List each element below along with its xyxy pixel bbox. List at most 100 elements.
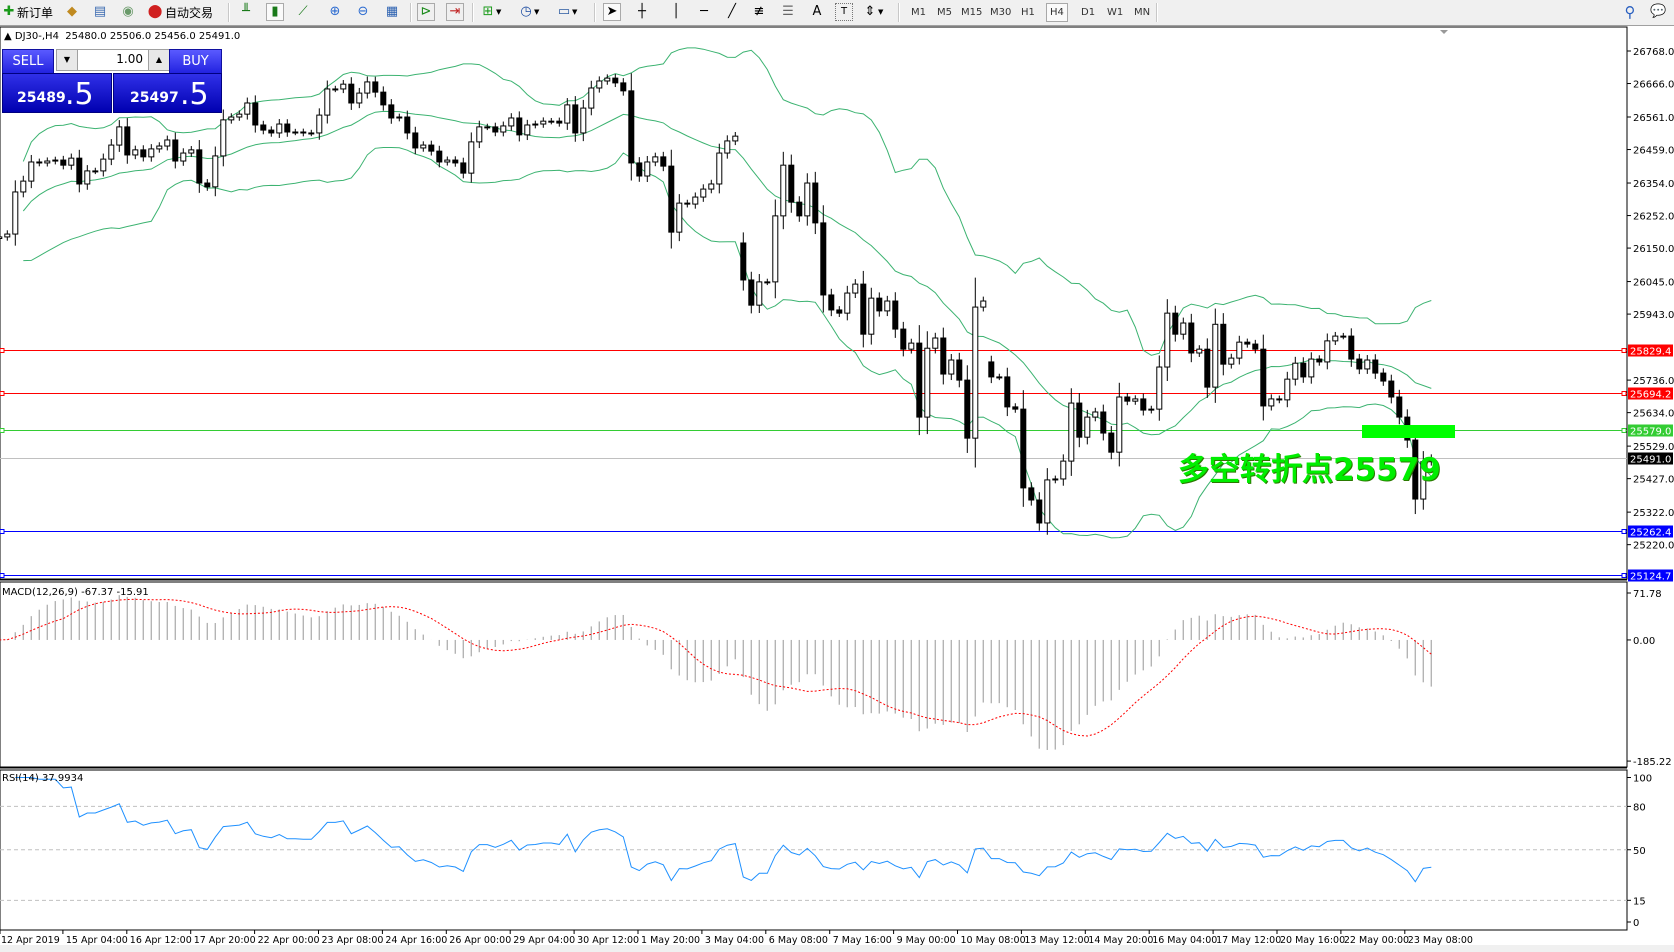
candle[interactable] xyxy=(1244,338,1251,348)
candle[interactable] xyxy=(1092,407,1099,422)
candle[interactable] xyxy=(388,99,395,124)
level-handle[interactable] xyxy=(1621,348,1627,353)
candle[interactable] xyxy=(1268,394,1275,411)
candle[interactable] xyxy=(1036,492,1043,531)
candle[interactable] xyxy=(68,153,75,170)
horizontal-line-button[interactable]: ─ xyxy=(696,2,712,22)
candle[interactable] xyxy=(812,171,819,235)
candle[interactable] xyxy=(1132,395,1139,405)
candle[interactable] xyxy=(516,111,523,142)
candle[interactable] xyxy=(484,123,491,131)
candle[interactable] xyxy=(1108,426,1115,460)
level-handle[interactable] xyxy=(0,573,5,578)
level-handle[interactable] xyxy=(1621,529,1627,534)
candle[interactable] xyxy=(212,146,219,197)
candle[interactable] xyxy=(1316,355,1323,366)
candle[interactable] xyxy=(156,142,163,153)
candle[interactable] xyxy=(28,154,35,189)
candle[interactable] xyxy=(268,126,275,137)
candle[interactable] xyxy=(1076,393,1083,448)
candle[interactable] xyxy=(804,173,811,226)
candle[interactable] xyxy=(1164,299,1171,381)
candle[interactable] xyxy=(1356,353,1363,375)
fibonacci-button[interactable]: ☰ xyxy=(780,2,796,22)
candle[interactable] xyxy=(732,132,739,146)
level-handle[interactable] xyxy=(0,348,5,353)
candle[interactable] xyxy=(1196,345,1203,357)
candle[interactable] xyxy=(52,156,59,165)
indicators-dropdown[interactable]: ⊞ ▼ xyxy=(480,2,502,22)
navigator-button[interactable]: ◉ xyxy=(120,2,136,22)
timeframe-d1[interactable]: D1 xyxy=(1081,7,1096,18)
candle[interactable] xyxy=(1212,308,1219,403)
candle[interactable] xyxy=(924,331,931,435)
candle[interactable] xyxy=(1284,371,1291,408)
equidistant-channel-button[interactable]: ≢ xyxy=(751,2,767,22)
candle[interactable] xyxy=(140,145,147,162)
bar-chart-button[interactable]: ╨ xyxy=(238,2,254,22)
candle[interactable] xyxy=(796,196,803,222)
candle[interactable] xyxy=(396,113,403,122)
candle[interactable] xyxy=(860,270,867,348)
candle[interactable] xyxy=(1396,389,1403,425)
candle[interactable] xyxy=(1204,338,1211,398)
candle[interactable] xyxy=(892,292,899,338)
candle[interactable] xyxy=(756,274,763,314)
chat-button[interactable]: 💬 xyxy=(1650,2,1666,22)
level-handle[interactable] xyxy=(1621,573,1627,578)
candle[interactable] xyxy=(12,180,19,246)
auto-trading-button[interactable]: ⬤ 自动交易 xyxy=(147,2,213,22)
candle[interactable] xyxy=(996,373,1003,381)
candle[interactable] xyxy=(404,110,411,140)
candle[interactable] xyxy=(1300,357,1307,383)
candle[interactable] xyxy=(868,287,875,345)
timeframe-w1[interactable]: W1 xyxy=(1107,7,1124,18)
zoom-in-button[interactable]: ⊕ xyxy=(327,2,343,22)
candle[interactable] xyxy=(708,179,715,194)
candle[interactable] xyxy=(1228,353,1235,369)
timeframe-m15[interactable]: M15 xyxy=(961,7,983,18)
candle[interactable] xyxy=(1116,382,1123,467)
line-chart-button[interactable]: ⟋ xyxy=(295,2,311,22)
candle[interactable] xyxy=(1420,451,1427,510)
candle[interactable] xyxy=(244,97,251,120)
candle[interactable] xyxy=(372,76,379,98)
candle[interactable] xyxy=(1220,313,1227,376)
candle[interactable] xyxy=(124,118,131,164)
candle[interactable] xyxy=(188,146,195,157)
candle[interactable] xyxy=(1332,331,1339,346)
level-handle[interactable] xyxy=(1621,428,1627,433)
timeframe-h1[interactable]: H1 xyxy=(1021,7,1035,18)
candle[interactable] xyxy=(636,157,643,182)
level-handle[interactable] xyxy=(0,529,5,534)
candle[interactable] xyxy=(596,76,603,93)
candle[interactable] xyxy=(1260,334,1267,421)
candle[interactable] xyxy=(1252,339,1259,354)
candle[interactable] xyxy=(340,80,347,94)
candle[interactable] xyxy=(876,292,883,317)
candle[interactable] xyxy=(292,128,299,136)
candle[interactable] xyxy=(916,325,923,436)
candle[interactable] xyxy=(588,80,595,116)
sell-button[interactable]: SELL xyxy=(2,49,54,74)
templates-dropdown[interactable]: ▭ ▼ xyxy=(556,2,578,22)
candle[interactable] xyxy=(1060,454,1067,486)
candle[interactable] xyxy=(660,151,667,172)
candle[interactable] xyxy=(604,74,611,85)
timeframe-mn[interactable]: MN xyxy=(1134,7,1151,18)
cursor-button[interactable]: ➤ xyxy=(603,2,621,22)
timeframe-m5[interactable]: M5 xyxy=(937,7,952,18)
candle[interactable] xyxy=(612,73,619,88)
candle[interactable] xyxy=(436,145,443,168)
candle[interactable] xyxy=(356,87,363,109)
candle[interactable] xyxy=(108,139,115,166)
candle[interactable] xyxy=(364,76,371,99)
candle[interactable] xyxy=(1364,355,1371,374)
candle[interactable] xyxy=(1028,482,1035,506)
candle[interactable] xyxy=(740,232,747,291)
volume-input[interactable]: 1.00 xyxy=(116,52,143,66)
level-handle[interactable] xyxy=(1621,391,1627,396)
timeframe-m1[interactable]: M1 xyxy=(911,7,926,18)
candle[interactable] xyxy=(1372,354,1379,379)
candle[interactable] xyxy=(276,119,283,138)
